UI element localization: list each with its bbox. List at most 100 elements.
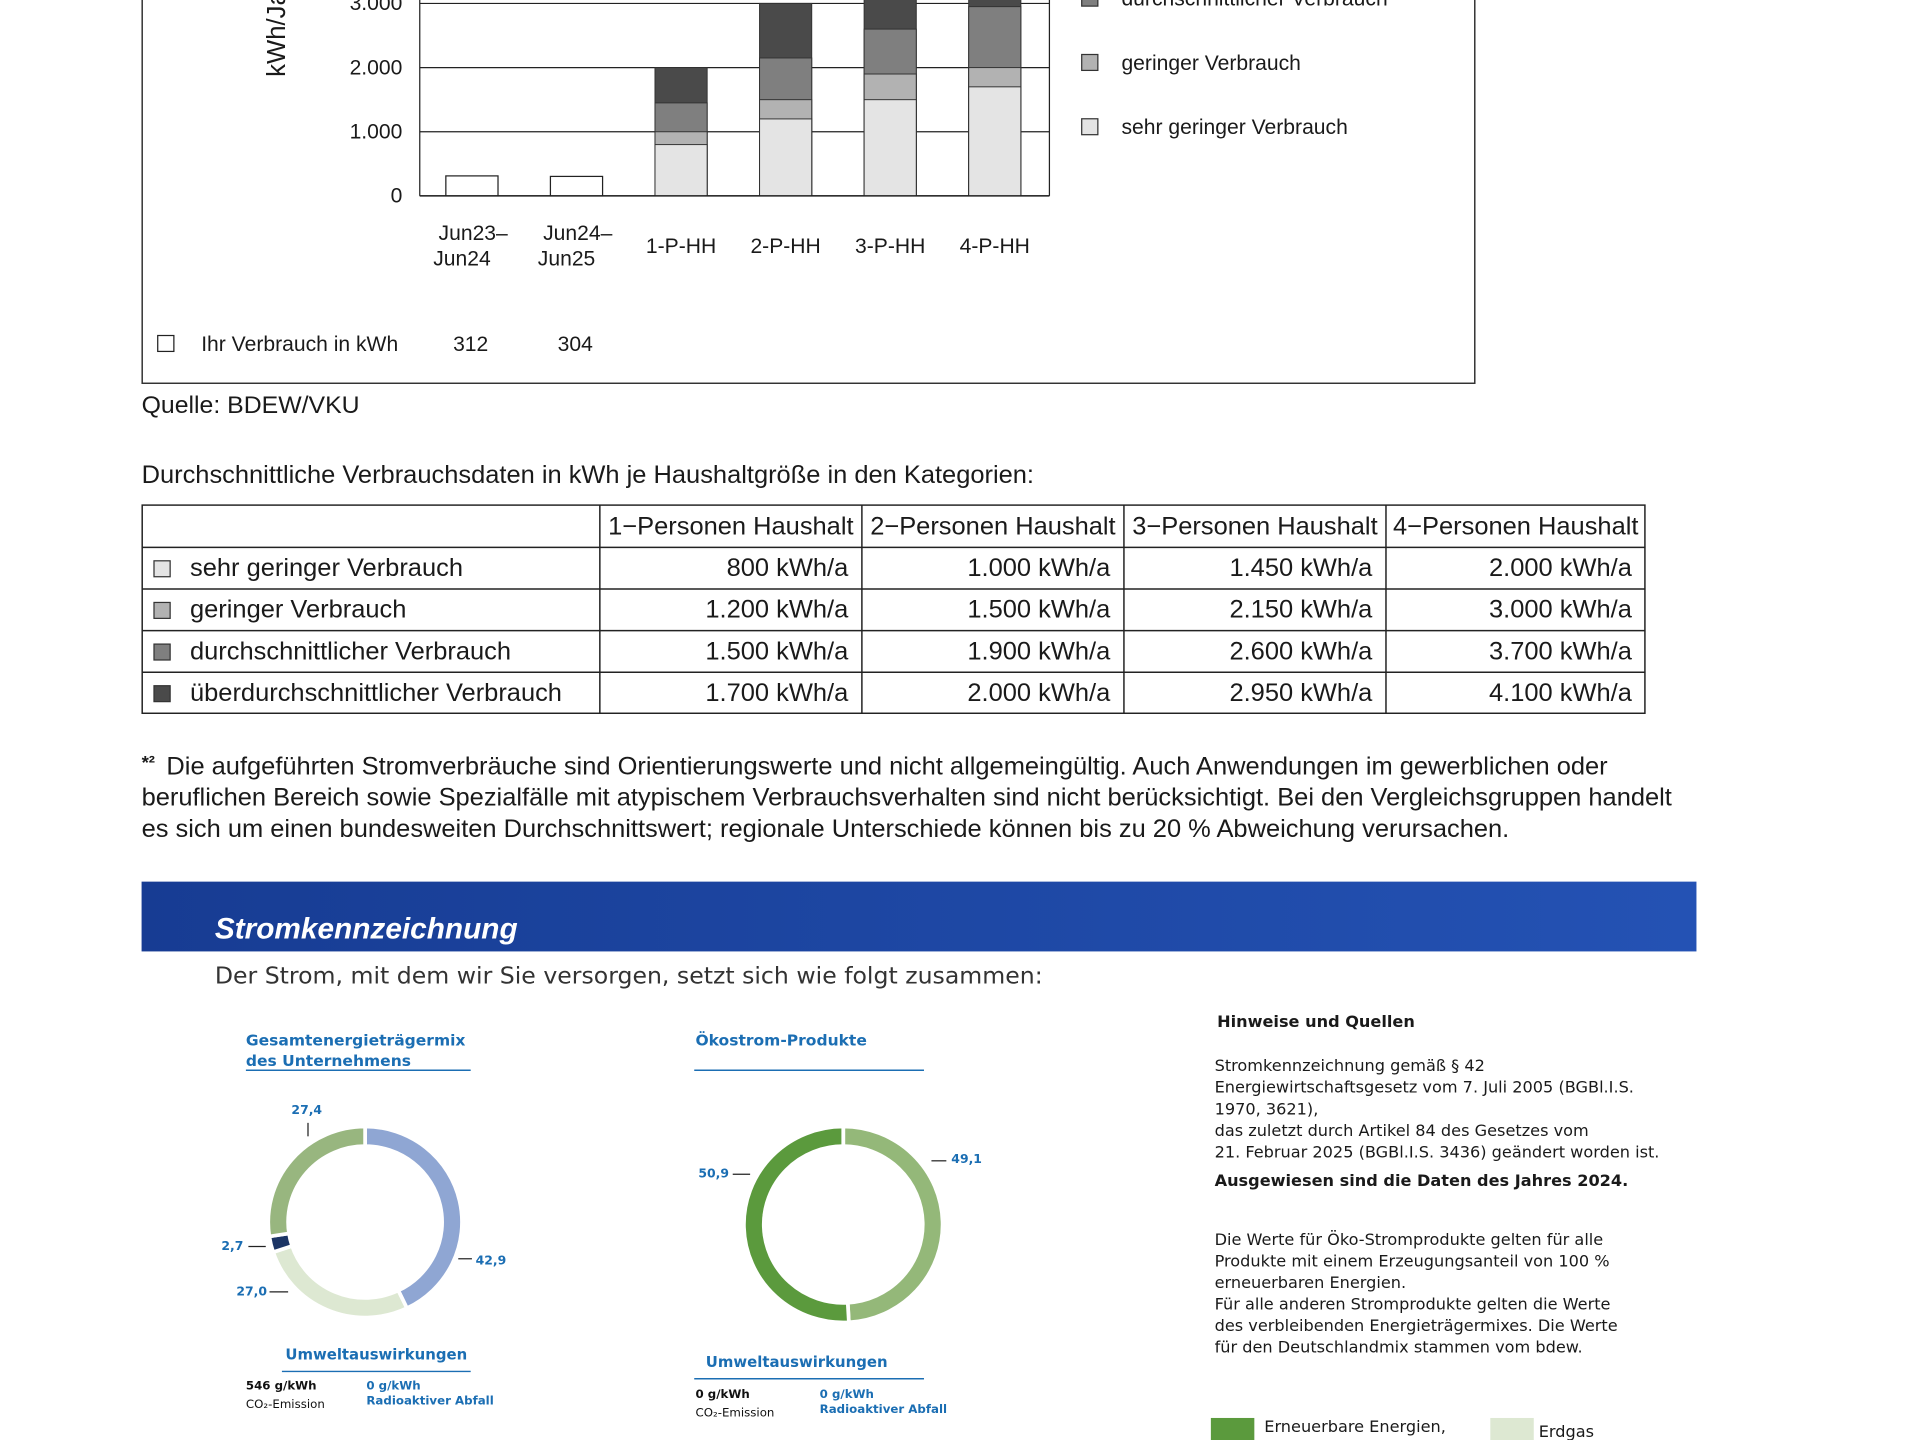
source: Quelle: BDEW/VKU [142,392,360,419]
footnote-marker: *² [142,752,155,773]
table-cell: 1.900 kWh/a [967,637,1111,665]
x-tick-label: 4-P-HH [960,235,1030,258]
donut-value-label: 49,1 [951,1152,982,1166]
table-cell: 3.000 kWh/a [1489,596,1633,624]
row-label: überdurchschnittlicher Verbrauch [190,679,562,707]
donut-value-label: 27,4 [291,1103,322,1117]
legend-swatch [1081,118,1099,136]
usage-label: Ihr Verbrauch in kWh [201,333,398,356]
donut-segment [363,1124,464,1311]
usage-value: 304 [558,333,594,356]
legend-label: Erneuerbare Energien, [1264,1417,1446,1436]
notes-line: Die Werte für Öko-Stromprodukte gelten f… [1215,1230,1604,1249]
column-header: 4−Personen Haushalt [1393,513,1638,541]
chart-frame [141,0,1476,385]
footnote-line: Die aufgeführten Stromverbräuche sind Or… [166,753,1607,781]
table-cell: 2.950 kWh/a [1229,679,1373,707]
legend-label: durchschnittlicher Verbrauch [1121,0,1387,10]
x-tick-label: 1-P-HH [646,235,716,258]
impact-title: Umweltauswirkungen [706,1354,888,1371]
bar [654,144,708,197]
usage-bar [445,175,499,197]
donut-segment [266,1124,367,1239]
y-tick-label: 2.000 [350,56,403,79]
table-cell: 2.600 kWh/a [1229,637,1373,665]
donut-value-label: 50,9 [698,1167,729,1181]
legend-label: Erdgas [1539,1422,1594,1440]
table-cell: 1.500 kWh/a [705,637,849,665]
row-swatch [153,560,171,578]
footnote-line: es sich um einen bundesweiten Durchschni… [142,815,1510,843]
impact-title: Umweltauswirkungen [285,1347,467,1364]
table-cell: 1.000 kWh/a [967,554,1111,582]
x-tick-label: Jun24– Jun25 [538,221,613,270]
row-label: sehr geringer Verbrauch [190,554,463,582]
notes-line: 1970, 3621), [1215,1099,1319,1118]
impact-label: Radioaktiver Abfall [820,1402,947,1416]
row-label: durchschnittlicher Verbrauch [190,637,511,665]
bar [863,99,917,197]
x-tick-label: 3-P-HH [855,235,925,258]
bar [968,86,1022,197]
consumption-chart: 0 1.000 2.000 3.000 kWh/Jahr Jun23– Jun24 Jun24… [157,0,1388,356]
usage-value: 312 [453,333,488,356]
table-border [141,504,1646,714]
legend-swatch [1490,1417,1534,1440]
notes-line: das zuletzt durch Artikel 84 des Gesetze… [1215,1121,1589,1140]
notes-title: Hinweise und Quellen [1217,1012,1415,1031]
document-text: *² Die aufgeführten Stromverbräuche sind … [142,752,1672,1440]
donut-title: Gesamtenergieträgermix [246,1031,466,1049]
impact-value: 546 g/kWh [246,1379,317,1393]
content: Quelle: BDEW/VKU Durchschnittliche Verbr… [141,0,1697,1440]
banner-subtitle: Der Strom, mit dem wir Sie versorgen, se… [215,962,1043,990]
donut-title: des Unternehmens [246,1052,411,1070]
impact-label: CO₂-Emission [246,1397,325,1411]
notes-line: für den Deutschlandmix stammen vom bdew. [1215,1338,1583,1357]
usage-bar [549,175,604,197]
legend-swatch [1081,53,1099,72]
donut-segment [841,1124,945,1325]
bar [759,118,813,197]
row-label: geringer Verbrauch [190,596,406,624]
notes-line: des verbleibenden Energieträgermixes. Di… [1215,1316,1618,1335]
table: 1−Personen Haushalt 2−Personen Haushalt 3−… [141,504,1646,714]
y-axis-label: kWh/Jahr [263,0,291,77]
table-cell: 1.450 kWh/a [1229,554,1373,582]
donut-segment [742,1124,851,1325]
notes-emphasis: Ausgewiesen sind die Daten des Jahres 20… [1215,1171,1629,1190]
notes-line: Energiewirtschaftsgesetz vom 7. Juli 200… [1215,1078,1634,1097]
footnote-line: beruflichen Bereich sowie Spezialfälle m… [142,784,1672,812]
donut-value-label: 27,0 [236,1284,267,1298]
column-header: 1−Personen Haushalt [608,513,853,541]
impact-value: 0 g/kWh [695,1387,749,1401]
legend-label: geringer Verbrauch [1121,52,1300,75]
usage-checkbox [157,334,175,353]
legend-swatch [1081,0,1099,7]
donut-value-label: 42,9 [476,1254,507,1268]
x-tick-label: Jun23– Jun24 [433,221,508,270]
table-cell: 800 kWh/a [727,554,850,582]
table-cell: 4.100 kWh/a [1489,679,1633,707]
notes-line: erneuerbaren Energien. [1215,1273,1407,1292]
table-cell: 2.000 kWh/a [1489,554,1633,582]
y-tick-label: 0 [391,185,403,208]
row-swatch [153,685,171,703]
banner [141,881,1697,952]
legend-swatch [1210,1417,1255,1440]
table-cell: 1.700 kWh/a [705,679,849,707]
impact-label: Radioaktiver Abfall [366,1393,493,1407]
table-cell: 1.500 kWh/a [967,596,1111,624]
y-tick-label: 1.000 [350,121,403,144]
notes-line: Für alle anderen Stromprodukte gelten di… [1215,1295,1611,1314]
table-cell: 2.150 kWh/a [1229,596,1373,624]
donut-value-label: 2,7 [221,1239,243,1253]
table-cell: 2.000 kWh/a [967,679,1111,707]
column-header: 2−Personen Haushalt [870,513,1115,541]
impact-value: 0 g/kWh [820,1387,874,1401]
donut-segment [270,1243,410,1320]
notes-line: Produkte mit einem Erzeugungsanteil von … [1215,1252,1610,1271]
notes-line: Stromkennzeichnung gemäß § 42 [1215,1056,1485,1075]
banner-title: Stromkennzeichnung [215,913,518,946]
y-tick-label: 3.000 [350,0,403,15]
